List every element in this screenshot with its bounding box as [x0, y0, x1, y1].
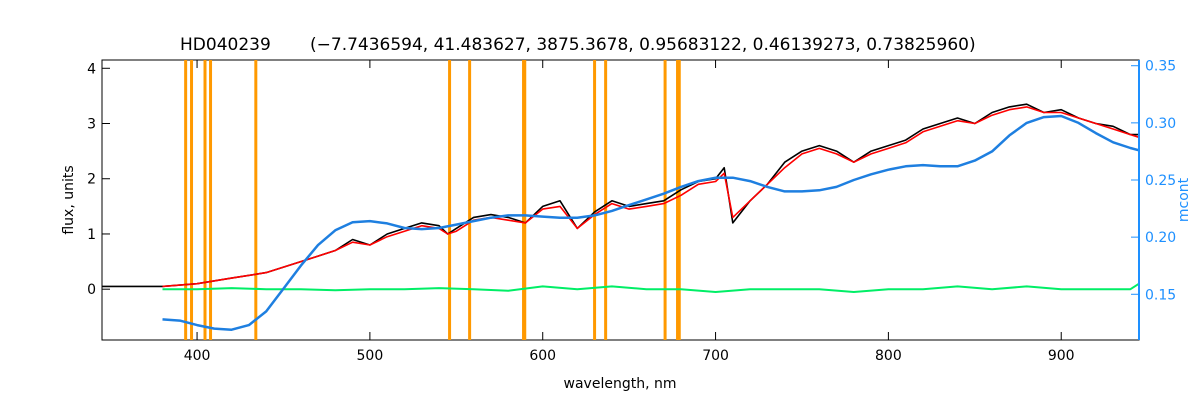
- plot-frame: [101, 59, 1140, 341]
- x-tick-label: 400: [184, 348, 211, 364]
- series-line-model: [162, 106, 1140, 288]
- y-axis-ticks: 0 1 2 3 4: [87, 61, 110, 298]
- y-tick-label: 1: [87, 227, 96, 243]
- y-tick-label: 2: [87, 172, 96, 188]
- series-line-residual: [162, 282, 1140, 293]
- y-tick-label: 0: [87, 282, 96, 298]
- y2-axis-label: mcont: [1176, 177, 1192, 222]
- y2-tick-label: 0.25: [1145, 173, 1176, 189]
- y-axis-label: flux, units: [61, 165, 77, 234]
- vertical-line-markers: [184, 60, 681, 340]
- x-tick-label: 900: [1048, 348, 1075, 364]
- y2-tick-label: 0.35: [1145, 59, 1176, 75]
- series-line-observed: [102, 103, 1139, 288]
- x-tick-label: 800: [875, 348, 902, 364]
- x-tick-label: 500: [357, 348, 384, 364]
- series-line-mcont: [162, 114, 1140, 331]
- y2-tick-label: 0.20: [1145, 230, 1176, 246]
- x-axis-label: wavelength, nm: [564, 376, 677, 392]
- x-tick-label: 600: [529, 348, 556, 364]
- x-tick-label: 700: [702, 348, 729, 364]
- chart-title-params: (−7.7436594, 41.483627, 3875.3678, 0.956…: [310, 35, 976, 55]
- y-tick-label: 4: [87, 61, 96, 77]
- series-layer: [102, 103, 1140, 331]
- x-axis-ticks: 400 500 600 700 800 900: [184, 60, 1075, 364]
- chart-title-star: HD040239: [180, 35, 271, 55]
- y2-axis-ticks: 0.15 0.20 0.25 0.30 0.35: [1131, 59, 1176, 340]
- y2-tick-label: 0.30: [1145, 116, 1176, 132]
- y2-tick-label: 0.15: [1145, 287, 1176, 303]
- y-tick-label: 3: [87, 117, 96, 133]
